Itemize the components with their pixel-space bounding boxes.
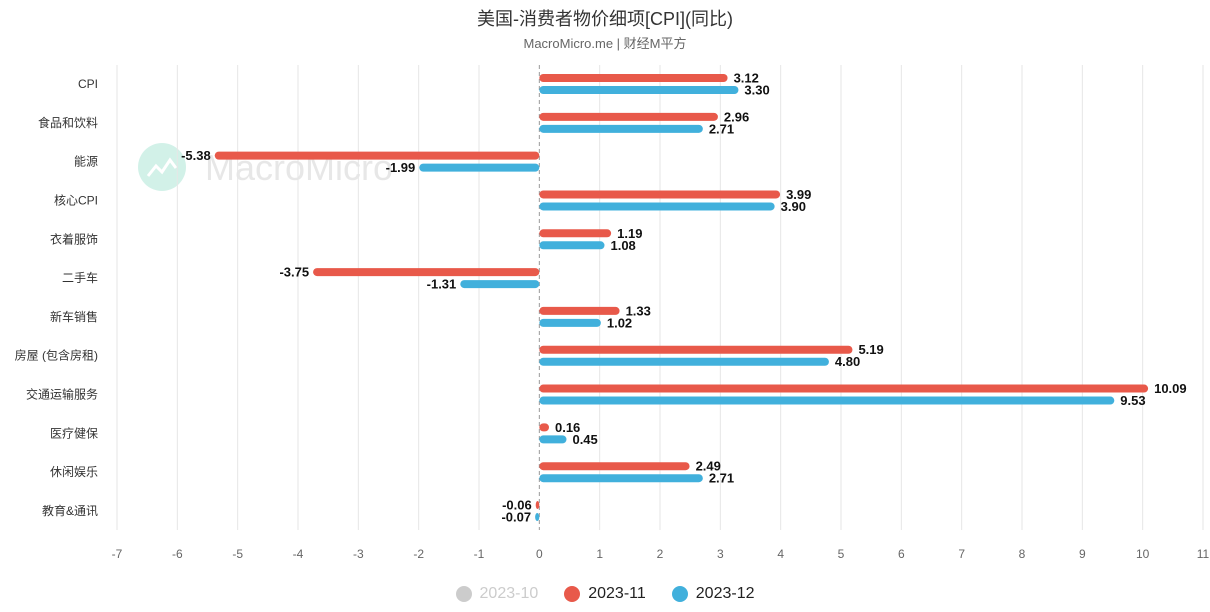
bar: [539, 357, 829, 366]
data-label: 4.80: [835, 354, 860, 369]
y-category-label: 二手车: [62, 270, 98, 285]
watermark: MacroMicro: [138, 143, 393, 191]
data-label: 2.71: [709, 471, 734, 486]
data-label: 10.09: [1154, 381, 1187, 396]
bar: [539, 435, 567, 444]
bar: [539, 74, 728, 82]
x-tick-label: 6: [898, 547, 905, 561]
data-label: -5.38: [181, 148, 211, 163]
bar: [539, 124, 703, 133]
bar: [539, 306, 620, 315]
x-tick-label: 8: [1019, 547, 1026, 561]
data-label: -3.75: [279, 265, 309, 280]
data-label: 1.33: [626, 303, 651, 318]
y-category-label: CPI: [78, 77, 98, 91]
x-tick-label: -3: [353, 547, 364, 561]
legend-dot-icon: [455, 586, 472, 602]
x-tick-label: 0: [536, 547, 543, 561]
bar: [535, 513, 540, 522]
legend-item[interactable]: 2023-10: [455, 585, 539, 603]
bar: [419, 163, 540, 172]
bar: [535, 501, 540, 510]
data-label: 1.08: [610, 238, 635, 253]
bar: [539, 229, 612, 238]
y-category-label: 能源: [74, 155, 98, 169]
bar: [539, 462, 690, 471]
data-label: 3.90: [781, 199, 806, 214]
bar: [539, 345, 853, 354]
data-label: 3.99: [786, 187, 811, 202]
bar: [313, 268, 540, 277]
data-label: 5.19: [858, 342, 883, 357]
bar: [539, 318, 601, 327]
legend-dot-icon: [564, 586, 581, 602]
x-tick-label: 7: [958, 547, 965, 561]
bar: [539, 86, 739, 94]
x-tick-label: 2: [657, 547, 664, 561]
x-tick-label: 3: [717, 547, 724, 561]
legend-item[interactable]: 2023-11: [564, 585, 646, 603]
bar: [539, 396, 1115, 405]
x-tick-label: 9: [1079, 547, 1086, 561]
x-tick-label: 1: [596, 547, 603, 561]
legend-label: 2023-12: [695, 585, 755, 602]
data-label: 0.45: [572, 432, 597, 447]
x-tick-label: 5: [838, 547, 845, 561]
x-tick-label: -1: [474, 547, 485, 561]
bar: [214, 151, 540, 160]
data-label: 1.02: [607, 315, 632, 330]
data-label: -0.06: [502, 498, 532, 513]
legend-item[interactable]: 2023-12: [671, 585, 755, 603]
data-label: -1.99: [386, 160, 416, 175]
data-label: 0.16: [555, 420, 580, 435]
x-tick-label: -5: [232, 547, 243, 561]
data-label: 2.49: [696, 459, 721, 474]
data-label: 2.71: [709, 121, 734, 136]
data-label: 2.96: [724, 109, 749, 124]
y-category-label: 医疗健保: [50, 426, 98, 440]
y-category-label: 交通运输服务: [26, 387, 98, 402]
bar: [539, 474, 703, 483]
bar: [539, 202, 775, 211]
y-category-label: 食品和饮料: [38, 115, 98, 130]
y-category-label: 衣着服饰: [50, 231, 98, 246]
x-tick-label: -2: [413, 547, 424, 561]
legend-label: 2023-10: [479, 585, 539, 602]
y-category-label: 房屋 (包含房租): [15, 348, 98, 363]
y-category-label: 新车销售: [50, 309, 98, 324]
chart-title: 美国-消费者物价细项[CPI](同比): [477, 9, 733, 29]
y-category-label: 核心CPI: [54, 193, 98, 207]
x-tick-label: -6: [172, 547, 183, 561]
y-category-label: 教育&通讯: [42, 503, 98, 518]
legend-label: 2023-11: [588, 585, 646, 602]
x-tick-label: -4: [293, 547, 304, 561]
bar: [539, 190, 781, 199]
data-label: 1.19: [617, 226, 642, 241]
bar: [539, 112, 718, 121]
x-tick-label: 11: [1197, 547, 1210, 561]
x-tick-label: -7: [112, 547, 123, 561]
data-label: 3.12: [734, 71, 759, 86]
chart-subtitle: MacroMicro.me | 财经M平方: [523, 36, 687, 51]
bar: [539, 384, 1149, 393]
legend-dot-icon: [671, 586, 688, 602]
data-label: 3.30: [744, 83, 769, 98]
data-label: -0.07: [501, 510, 531, 525]
data-label: 9.53: [1120, 393, 1145, 408]
bar: [539, 241, 605, 250]
bar: [460, 280, 540, 289]
x-tick-label: 10: [1136, 547, 1150, 561]
data-label: -1.31: [427, 277, 457, 292]
bar: [539, 423, 549, 432]
y-category-label: 休闲娱乐: [50, 465, 98, 479]
x-tick-label: 4: [777, 547, 784, 561]
legend: 2023-10 2023-11 2023-12: [0, 585, 1210, 603]
